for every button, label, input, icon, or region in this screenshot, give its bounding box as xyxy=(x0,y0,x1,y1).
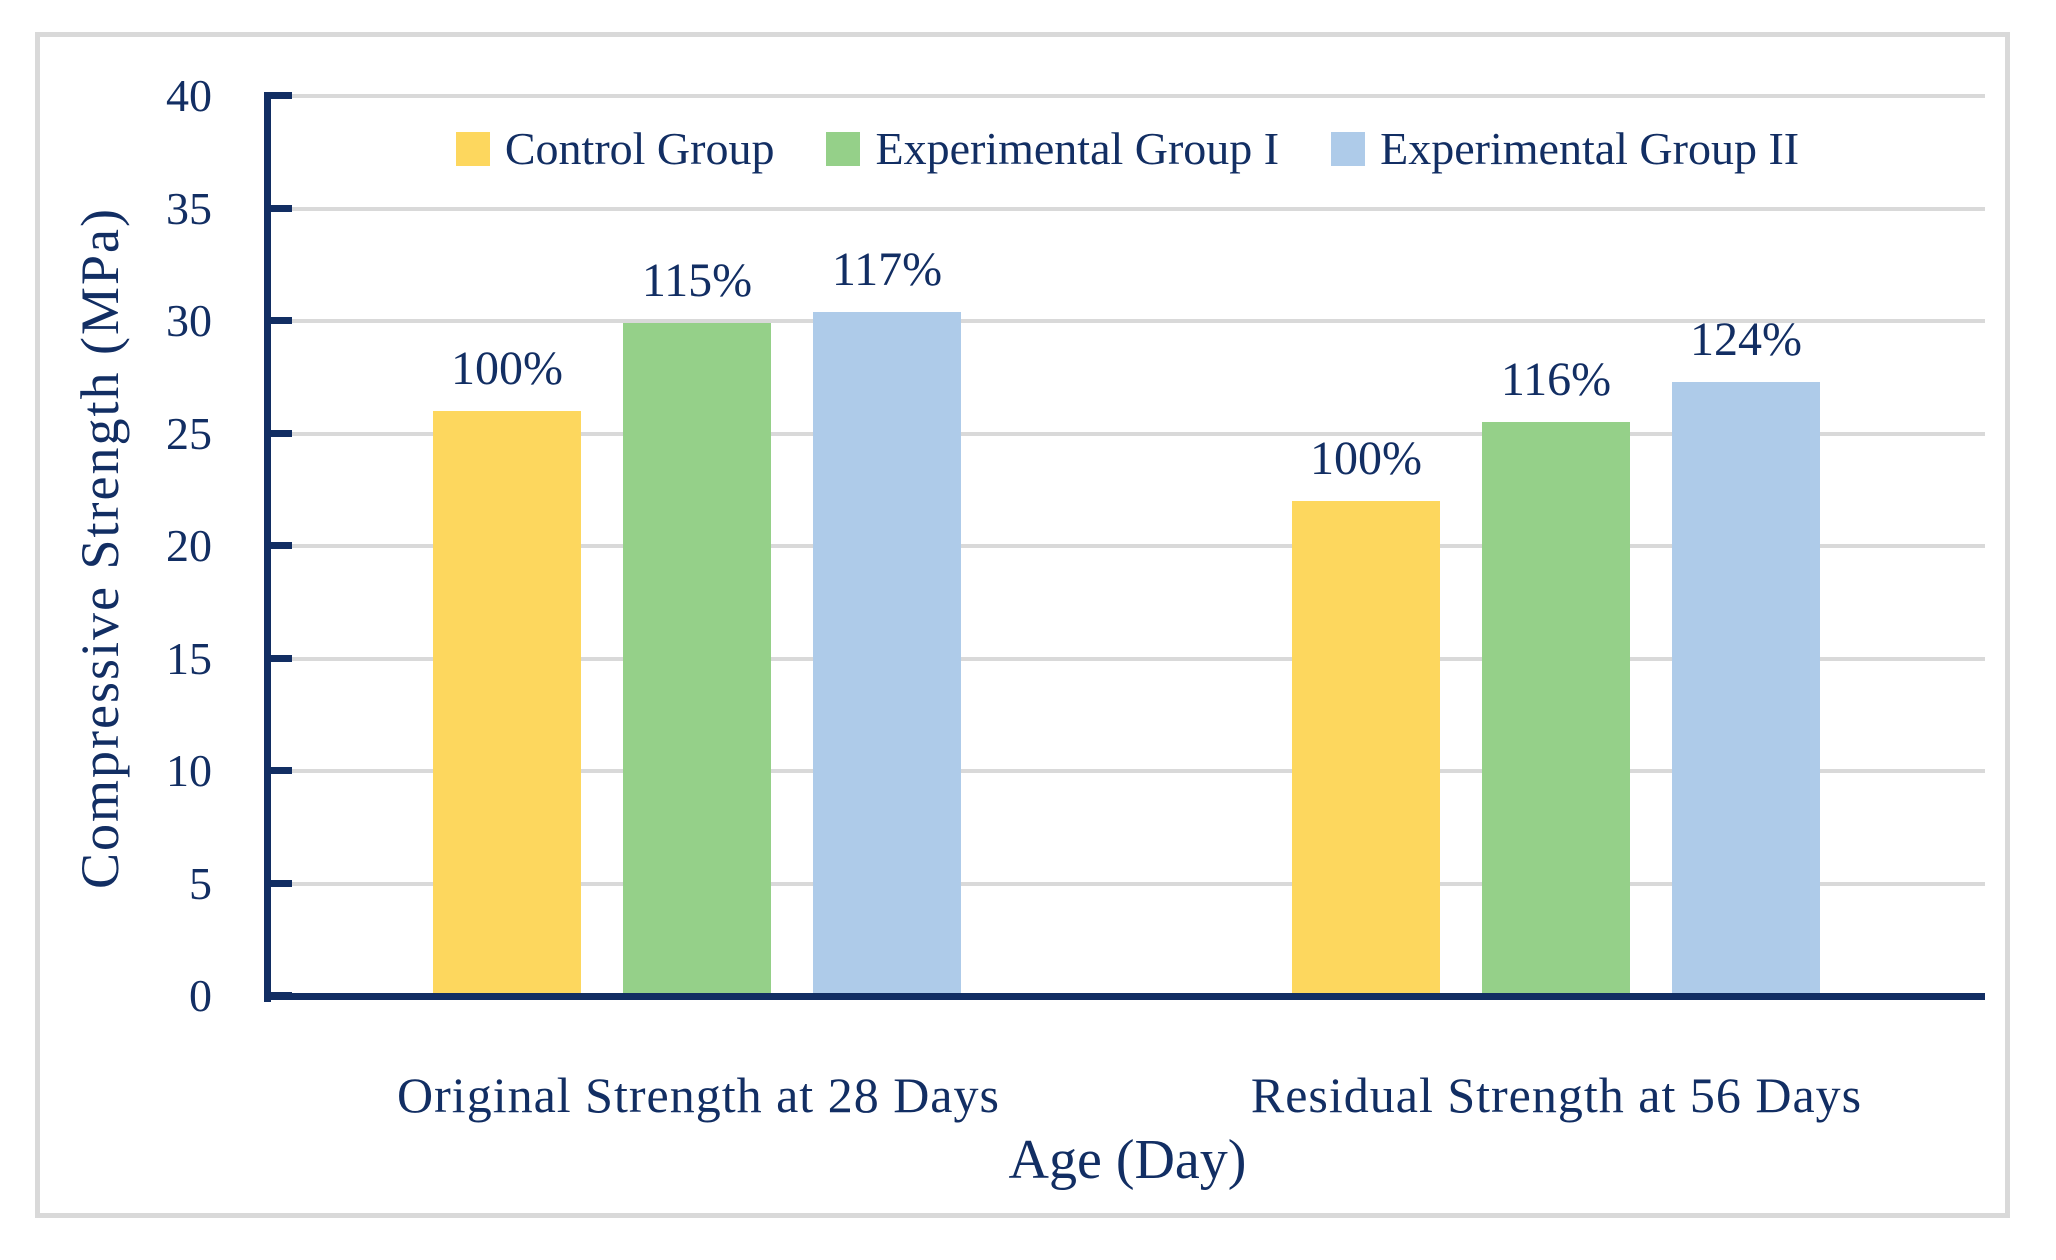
bar-group2-experimental-group-ii xyxy=(1672,381,1820,996)
legend-item-control-group: Control Group xyxy=(455,123,775,174)
legend-swatch-control-group xyxy=(455,132,490,166)
tick-mark-30 xyxy=(264,317,292,324)
y-tick-label-10: 10 xyxy=(166,745,212,796)
tick-mark-25 xyxy=(264,429,292,437)
legend-label-control-group: Control Group xyxy=(504,123,775,174)
tick-mark-20 xyxy=(264,542,292,549)
bar-group2-experimental-group-i xyxy=(1482,422,1630,996)
tick-mark-40 xyxy=(264,92,292,99)
y-tick-label-30: 30 xyxy=(166,295,212,346)
gridline-5 xyxy=(270,881,1985,886)
y-tick-label-40: 40 xyxy=(166,70,212,121)
bar-data-label-group1-series1: 100% xyxy=(451,342,563,395)
tick-mark-5 xyxy=(264,879,292,887)
gridline-10 xyxy=(270,769,1985,773)
x-axis-title: Age (Day) xyxy=(1008,1129,1247,1191)
y-axis-line xyxy=(264,96,271,1002)
y-tick-label-0: 0 xyxy=(189,970,212,1021)
legend-swatch-experimental-group-1 xyxy=(826,132,861,166)
y-tick-label-35: 35 xyxy=(166,182,212,234)
bar-data-label-group2-series1: 100% xyxy=(1310,432,1422,485)
plot-area: 100% 115% 117% 100% 116% 124% xyxy=(264,92,1985,1000)
chart-frame xyxy=(35,32,2010,1218)
gridline-40 xyxy=(270,94,1985,98)
legend-label-experimental-group-1: Experimental Group I xyxy=(875,123,1280,174)
bar-group1-control-group xyxy=(433,411,581,996)
legend-item-experimental-group-1: Experimental Group I xyxy=(826,124,1279,174)
bar-group2-control-group xyxy=(1292,501,1440,996)
tick-mark-15 xyxy=(264,654,292,662)
legend-item-experimental-group-2: Experimental Group II xyxy=(1331,124,1799,174)
bar-data-label-group1-series3: 117% xyxy=(831,243,943,296)
gridline-20 xyxy=(270,544,1985,548)
y-tick-label-20: 20 xyxy=(166,520,212,571)
x-axis-line xyxy=(270,993,1985,1000)
gridline-30 xyxy=(270,319,1985,323)
y-tick-label-15: 15 xyxy=(166,632,212,684)
y-tick-label-25: 25 xyxy=(166,407,212,459)
category-label-original-28-days: Original Strength at 28 Days xyxy=(397,1067,1000,1123)
legend: Control Group Experimental Group I Exper… xyxy=(270,124,1985,174)
gridline-25 xyxy=(270,431,1985,436)
category-label-residual-56-days: Residual Strength at 56 Days xyxy=(1250,1067,1863,1123)
gridline-35 xyxy=(270,206,1985,211)
bar-data-label-group2-series3: 124% xyxy=(1690,312,1802,366)
bar-group1-experimental-group-i xyxy=(623,323,771,996)
tick-mark-10 xyxy=(264,767,292,774)
bar-group1-experimental-group-ii xyxy=(813,312,961,996)
legend-label-experimental-group-2: Experimental Group II xyxy=(1380,123,1800,174)
tick-mark-35 xyxy=(264,204,292,212)
bar-data-label-group1-series2: 115% xyxy=(641,254,753,308)
bar-data-label-group2-series2: 116% xyxy=(1500,353,1612,407)
legend-swatch-experimental-group-2 xyxy=(1331,132,1366,166)
gridline-15 xyxy=(270,656,1985,661)
y-tick-label-5: 5 xyxy=(189,857,212,909)
